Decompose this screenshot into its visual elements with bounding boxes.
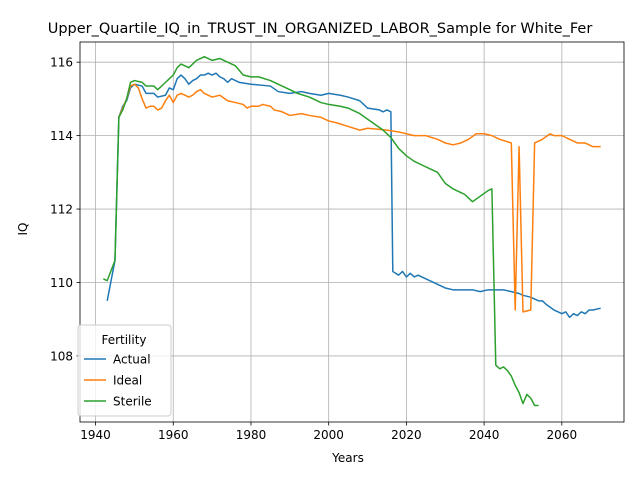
x-tick-label: 2040: [469, 428, 500, 442]
y-tick-label: 112: [50, 203, 73, 217]
x-tick-label: 1940: [80, 428, 111, 442]
series-line-actual: [106, 72, 601, 319]
series-layer: [102, 55, 601, 407]
legend-label-ideal: Ideal: [113, 374, 142, 388]
legend-label-sterile: Sterile: [113, 395, 152, 409]
chart-title: Upper_Quartile_IQ_in_TRUST_IN_ORGANIZED_…: [48, 21, 593, 37]
y-axis-label: IQ: [16, 223, 30, 236]
legend: Fertility Actual Ideal Sterile: [77, 324, 172, 417]
legend-title: Fertility: [101, 333, 146, 347]
y-tick-label: 110: [50, 276, 73, 290]
legend-label-actual: Actual: [113, 353, 151, 367]
x-axis-ticks: 1940 1960 1980 2000 2020 2040 2060: [80, 422, 577, 442]
x-tick-label: 2000: [313, 428, 344, 442]
y-tick-label: 116: [50, 56, 73, 70]
legend-entries: Actual Ideal Sterile: [84, 353, 152, 409]
legend-box: [77, 324, 172, 417]
series-line-ideal: [118, 83, 601, 313]
series-line-sterile: [102, 55, 539, 407]
x-tick-label: 2060: [547, 428, 578, 442]
axes-frame: [79, 41, 625, 423]
x-tick-label: 1980: [236, 428, 267, 442]
x-axis-label: Years: [331, 451, 364, 465]
y-axis-ticks: 108 110 112 114 116: [50, 56, 80, 363]
y-tick-label: 114: [50, 129, 73, 143]
x-tick-label: 1960: [158, 428, 189, 442]
y-tick-label: 108: [50, 349, 73, 363]
x-tick-label: 2020: [391, 428, 422, 442]
